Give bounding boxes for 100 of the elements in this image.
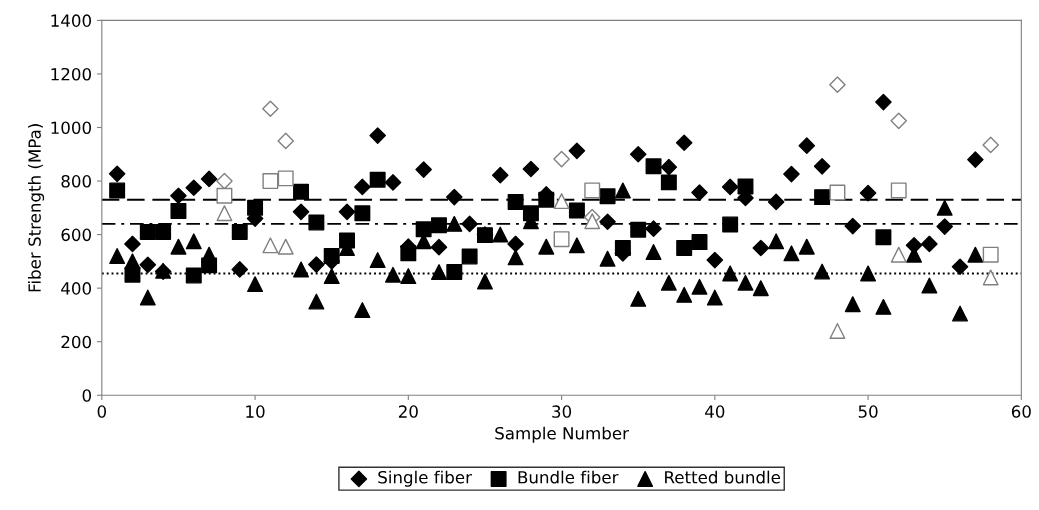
point <box>767 193 785 211</box>
point <box>952 305 969 322</box>
point <box>323 268 340 285</box>
point <box>630 290 647 307</box>
point <box>553 231 570 248</box>
point <box>768 233 785 250</box>
point <box>691 234 708 251</box>
point <box>614 240 631 256</box>
point <box>982 269 999 286</box>
point <box>675 134 693 152</box>
point <box>369 171 386 188</box>
point <box>936 218 954 235</box>
point <box>844 296 861 313</box>
point <box>507 235 524 253</box>
point <box>185 233 202 250</box>
point <box>354 205 371 222</box>
y-tick-label: 200 <box>61 335 91 349</box>
point <box>737 178 754 195</box>
point <box>522 160 540 178</box>
point <box>676 286 693 303</box>
point <box>752 239 770 257</box>
point <box>247 199 264 216</box>
point <box>629 145 647 163</box>
point <box>446 215 463 232</box>
point <box>430 238 448 256</box>
point <box>568 237 585 254</box>
point <box>139 223 156 240</box>
x-tick-label: 60 <box>1011 405 1031 418</box>
point <box>308 214 325 231</box>
point <box>538 191 555 208</box>
y-tick-label: 1000 <box>51 121 91 135</box>
point <box>400 268 417 285</box>
point <box>783 165 800 183</box>
point <box>722 265 739 282</box>
point <box>737 274 754 291</box>
point <box>614 182 631 199</box>
point <box>875 229 892 246</box>
point <box>491 166 509 184</box>
point <box>446 264 463 281</box>
point <box>231 261 249 278</box>
point <box>599 250 616 267</box>
point <box>369 252 386 269</box>
point <box>461 248 478 265</box>
point <box>967 151 984 168</box>
point <box>415 161 432 178</box>
point <box>936 199 953 216</box>
point <box>308 293 325 310</box>
point <box>293 261 310 278</box>
point <box>982 136 999 154</box>
point <box>645 244 662 260</box>
point <box>385 266 401 283</box>
y-tick-label: 400 <box>61 282 91 295</box>
point <box>706 251 724 269</box>
point <box>568 142 586 160</box>
point <box>476 273 493 290</box>
y-axis-title: Fiber Strength (MPa) <box>28 124 45 292</box>
point <box>645 158 662 175</box>
point <box>921 235 938 253</box>
point <box>124 235 141 253</box>
point <box>599 213 616 231</box>
point <box>354 178 371 196</box>
point <box>660 174 677 191</box>
point <box>277 238 294 255</box>
point <box>875 93 892 111</box>
point <box>875 298 892 315</box>
point <box>446 188 463 206</box>
point <box>860 265 877 282</box>
point <box>814 189 831 206</box>
x-axis-title: Sample Number <box>495 426 629 443</box>
point <box>170 203 187 220</box>
point <box>170 238 187 255</box>
y-tick-label: 800 <box>61 175 91 188</box>
point <box>292 203 310 221</box>
point <box>216 172 233 190</box>
point <box>691 278 708 295</box>
point <box>124 253 141 270</box>
point <box>553 150 570 168</box>
point <box>323 248 340 264</box>
point <box>262 173 279 190</box>
x-tick-label: 30 <box>552 405 572 418</box>
point <box>384 174 402 191</box>
point <box>430 264 447 281</box>
point <box>829 323 846 339</box>
point <box>461 215 478 233</box>
point <box>676 240 693 256</box>
y-tick-label: 1200 <box>51 67 91 81</box>
legend-label: Single fiber <box>378 470 472 487</box>
point <box>706 289 723 306</box>
point <box>645 220 662 238</box>
point <box>630 221 647 238</box>
point <box>660 274 677 291</box>
x-tick-label: 20 <box>398 405 418 418</box>
x-tick-label: 40 <box>705 405 725 418</box>
point <box>783 245 800 262</box>
point <box>844 217 862 235</box>
point <box>139 289 156 306</box>
x-tick-label: 50 <box>858 405 878 418</box>
point <box>262 100 279 118</box>
point <box>829 76 846 93</box>
point <box>308 256 325 273</box>
